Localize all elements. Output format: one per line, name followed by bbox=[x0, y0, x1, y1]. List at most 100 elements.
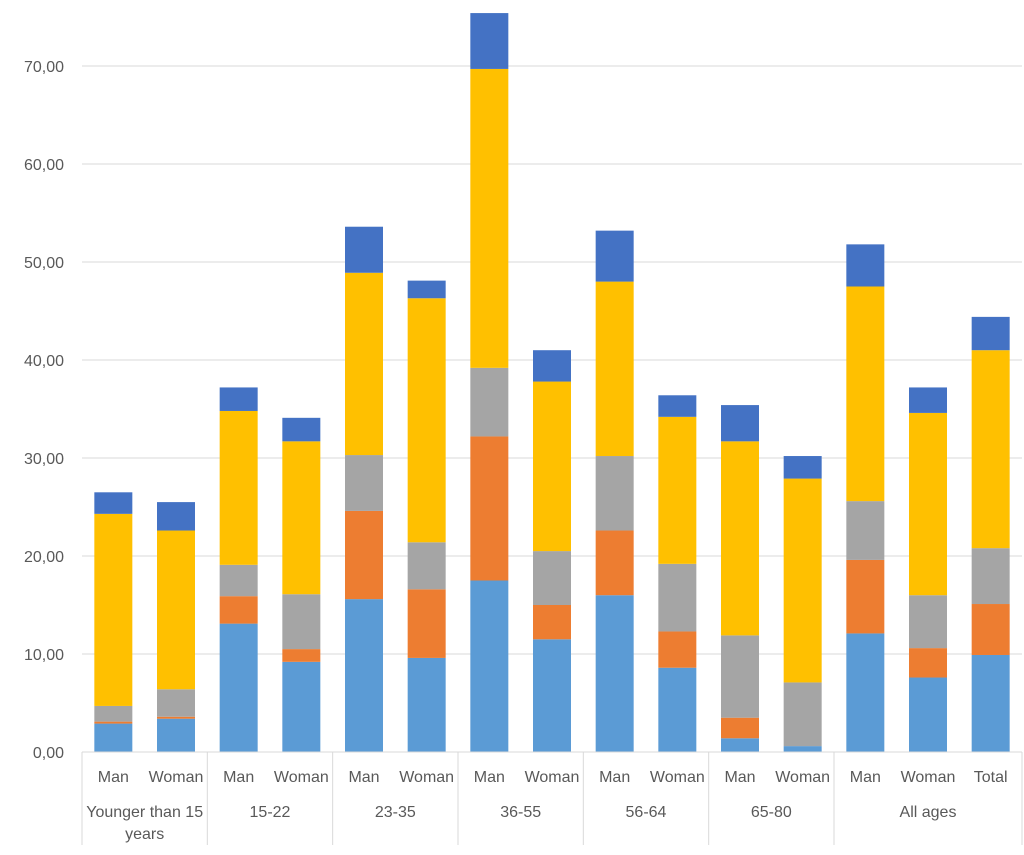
bar-stack bbox=[219, 387, 258, 752]
y-axis-tick-labels: 0,00 10,00 20,00 30,00 40,00 50,00 60,00 70,00 bbox=[24, 59, 64, 762]
bar-segment-series-5 bbox=[345, 226, 383, 273]
bar-segment-series-2 bbox=[846, 559, 885, 634]
bar-segment-series-5 bbox=[846, 244, 885, 287]
bar-segment-series-2 bbox=[533, 605, 571, 640]
bar-segment-series-2 bbox=[282, 649, 321, 662]
bar-segment-series-5 bbox=[658, 395, 697, 417]
x-category-label: Man bbox=[850, 769, 881, 786]
bar-segment-series-2 bbox=[658, 631, 697, 668]
bar-segment-series-3 bbox=[595, 456, 634, 531]
bar-segment-series-1 bbox=[219, 623, 258, 752]
bar-segment-series-4 bbox=[783, 478, 822, 683]
bar-segment-series-5 bbox=[971, 316, 1010, 351]
bar-segment-series-1 bbox=[971, 654, 1010, 752]
x-group-label: All ages bbox=[900, 804, 957, 821]
bar-segment-series-5 bbox=[282, 417, 321, 442]
bar-segment-series-2 bbox=[157, 716, 195, 719]
x-category-label: Woman bbox=[901, 769, 956, 786]
bar-segment-series-1 bbox=[282, 661, 321, 752]
bar-stack bbox=[846, 244, 885, 752]
bar-segment-series-4 bbox=[345, 272, 383, 456]
bar-segment-series-1 bbox=[658, 667, 697, 752]
bar-stack bbox=[94, 492, 133, 752]
bar-segment-series-2 bbox=[971, 604, 1010, 655]
bar-segment-series-3 bbox=[345, 455, 383, 511]
bar-segment-series-5 bbox=[407, 280, 446, 299]
y-tick-label: 10,00 bbox=[24, 647, 64, 664]
bar-segment-series-1 bbox=[533, 639, 571, 752]
bar-segment-series-1 bbox=[783, 746, 822, 752]
bar-segment-series-1 bbox=[345, 599, 383, 752]
y-tick-label: 0,00 bbox=[33, 745, 64, 762]
bar-segment-series-2 bbox=[470, 436, 509, 581]
x-category-label: Man bbox=[98, 769, 129, 786]
y-tick-label: 50,00 bbox=[24, 255, 64, 272]
bar-segment-series-1 bbox=[94, 723, 133, 752]
bar-segment-series-2 bbox=[407, 589, 446, 658]
bar-segment-series-4 bbox=[282, 441, 321, 595]
bar-stack bbox=[595, 230, 634, 752]
bar-segment-series-2 bbox=[94, 721, 133, 724]
bar-segment-series-1 bbox=[407, 657, 446, 752]
bar-segment-series-5 bbox=[470, 13, 509, 69]
x-category-label: Man bbox=[348, 769, 379, 786]
bar-stack bbox=[470, 13, 509, 752]
x-group-label: 65-80 bbox=[751, 804, 792, 821]
bar-segment-series-4 bbox=[94, 513, 133, 706]
bar-segment-series-1 bbox=[470, 580, 509, 752]
x-category-label: Man bbox=[223, 769, 254, 786]
bar-stack bbox=[157, 502, 195, 752]
bar-segment-series-4 bbox=[470, 68, 509, 368]
bar-stack bbox=[971, 316, 1010, 752]
bar-stack bbox=[783, 456, 822, 752]
bar-segment-series-5 bbox=[595, 230, 634, 282]
bar-segment-series-5 bbox=[533, 350, 571, 382]
bar-segment-series-3 bbox=[909, 595, 947, 649]
bar-segment-series-3 bbox=[219, 564, 258, 597]
bar-stack bbox=[407, 280, 446, 752]
bar-segment-series-5 bbox=[157, 502, 195, 531]
bar-segment-series-2 bbox=[345, 510, 383, 600]
x-group-label: 23-35 bbox=[375, 804, 416, 821]
x-group-label: 36-55 bbox=[500, 804, 541, 821]
bar-segment-series-3 bbox=[94, 705, 133, 722]
bar-stack bbox=[282, 417, 321, 752]
bar-segment-series-2 bbox=[219, 596, 258, 624]
bar-segment-series-1 bbox=[157, 718, 195, 752]
bar-segment-series-3 bbox=[533, 551, 571, 605]
bar-segment-series-5 bbox=[721, 405, 759, 442]
bar-stack bbox=[533, 350, 571, 752]
bar-segment-series-5 bbox=[219, 387, 258, 411]
bar-segment-series-3 bbox=[157, 689, 195, 717]
x-category-label: Man bbox=[599, 769, 630, 786]
x-group-label: 15-22 bbox=[250, 804, 291, 821]
y-tick-label: 60,00 bbox=[24, 157, 64, 174]
bar-segment-series-2 bbox=[595, 530, 634, 596]
bar-segment-series-2 bbox=[909, 648, 947, 678]
x-axis-category-labels: Man Woman Man Woman Man Woman Man Woman Man Woman… bbox=[86, 769, 1007, 843]
y-tick-label: 40,00 bbox=[24, 353, 64, 370]
bar-segment-series-4 bbox=[971, 350, 1010, 549]
x-category-label: Woman bbox=[399, 769, 454, 786]
bar-segment-series-4 bbox=[595, 281, 634, 457]
bar-stack bbox=[345, 226, 383, 752]
bar-segment-series-3 bbox=[658, 563, 697, 632]
x-category-label: Woman bbox=[149, 769, 204, 786]
x-category-label: Woman bbox=[650, 769, 705, 786]
bar-segment-series-3 bbox=[783, 682, 822, 747]
bar-segment-series-4 bbox=[846, 286, 885, 502]
x-category-label: Man bbox=[474, 769, 505, 786]
bar-segment-series-3 bbox=[282, 594, 321, 650]
y-tick-label: 70,00 bbox=[24, 59, 64, 76]
bar-segment-series-4 bbox=[533, 381, 571, 552]
bar-segment-series-3 bbox=[470, 367, 509, 437]
bar-segment-series-1 bbox=[909, 677, 947, 752]
bar-stack bbox=[658, 395, 697, 752]
bar-segment-series-4 bbox=[157, 530, 195, 690]
bar-segment-series-3 bbox=[971, 548, 1010, 605]
bars bbox=[94, 13, 1010, 752]
x-axis bbox=[81, 751, 1023, 845]
bar-stack bbox=[721, 405, 759, 752]
bar-segment-series-1 bbox=[721, 738, 759, 752]
